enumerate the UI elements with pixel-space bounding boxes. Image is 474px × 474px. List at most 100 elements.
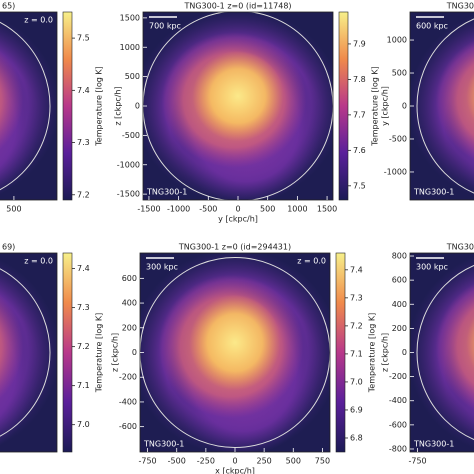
colorbar-tick-label: 7.2 (350, 321, 363, 330)
gas-core (0, 334, 1, 351)
gas-core (466, 71, 474, 121)
colorbar (335, 252, 346, 453)
y-tick-label: 0 (132, 348, 137, 357)
y-tick-label: 0 (135, 102, 140, 111)
redshift-label: z = 0.0 (24, 16, 53, 25)
panel-title: 65) (2, 2, 15, 11)
colorbar-tick-label: 7.4 (350, 265, 363, 274)
scale-bar-label: 600 kpc (416, 22, 448, 31)
colorbar-label: Temperature [log K] (95, 66, 104, 146)
map (0, 253, 57, 452)
x-tick-label: -750 (138, 457, 156, 466)
y-tick-label: -400 (389, 396, 407, 405)
colorbar-label: Temperature [log K] (95, 313, 104, 393)
panel-title: TNG300-1 z=0 (id=11748) (183, 2, 291, 11)
y-axis-label: y [ckpc/h] (381, 86, 390, 126)
x-axis-label: y [ckpc/h] (218, 215, 258, 224)
map (143, 12, 333, 200)
y-tick-label: -1000 (384, 167, 407, 176)
redshift-label: z = 0.0 (297, 257, 326, 266)
x-tick-label: 1000 (287, 205, 307, 214)
colorbar (62, 252, 73, 453)
x-tick-label: 250 (257, 457, 272, 466)
y-tick-label: 1000 (387, 36, 407, 45)
scale-bar-label: 300 kpc (416, 263, 448, 272)
y-tick-label: 600 (122, 274, 137, 283)
gas-warm (0, 293, 24, 400)
r200-circle (416, 264, 474, 441)
panel-title: 69) (2, 243, 15, 252)
gas-core (192, 50, 284, 142)
x-tick-label: 750 (315, 457, 330, 466)
simulation-label: TNG300-1 (413, 440, 454, 449)
y-tick-label: -600 (119, 422, 137, 431)
y-tick-label: 0 (402, 102, 407, 111)
gas-warm (435, 283, 474, 410)
y-tick-label: 500 (125, 72, 140, 81)
colorbar-tick-label: 7.2 (77, 342, 90, 351)
plot-frame (0, 252, 58, 453)
x-tick-label: -500 (199, 205, 217, 214)
scale-bar-label: 300 kpc (146, 263, 178, 272)
r200-circle (140, 257, 330, 448)
y-tick-label: 400 (392, 300, 407, 309)
map (140, 253, 330, 452)
panel-title: TNG300-1 z=0 (id=294431) (178, 243, 291, 252)
gas-core (0, 88, 1, 104)
y-tick-label: 200 (122, 323, 137, 332)
y-tick-label: 400 (122, 299, 137, 308)
colorbar-tick-label: 7.1 (350, 349, 363, 358)
r200-circle (0, 21, 51, 191)
y-tick-label: 200 (392, 324, 407, 333)
y-tick-label: -500 (389, 134, 407, 143)
colorbar (62, 11, 73, 201)
x-tick-label: 500 (286, 457, 301, 466)
redshift-label: z = 0.0 (24, 257, 53, 266)
colorbar-label: Temperature [log K] (368, 313, 377, 393)
y-tick-label: 500 (392, 69, 407, 78)
y-tick-label: -500 (122, 131, 140, 140)
x-tick-label: -250 (197, 457, 215, 466)
panel-title: TNG30 (446, 2, 474, 11)
simulation-label: TNG300-1 (143, 440, 184, 449)
y-axis-label: z [ckpc/h] (381, 333, 390, 372)
x-axis-label: x [ckpc/h] (215, 467, 255, 474)
x-tick-label: -1500 (137, 205, 160, 214)
x-tick-label: -750 (408, 457, 426, 466)
colorbar-tick-label: 7.5 (77, 34, 90, 43)
colorbar-tick-label: 7.3 (350, 293, 363, 302)
y-axis-label: z [ckpc/h] (111, 333, 120, 372)
simulation-label: TNG300-1 (146, 188, 187, 197)
r200-circle (0, 268, 51, 437)
y-tick-label: -1500 (117, 190, 140, 199)
x-tick-label: -1000 (167, 205, 190, 214)
colorbar-tick-label: 7.4 (77, 264, 90, 273)
gas-core (189, 294, 281, 391)
map (410, 253, 474, 452)
y-tick-label: -400 (119, 397, 137, 406)
colorbar-tick-label: 7.3 (77, 303, 90, 312)
x-tick-label: 1500 (317, 205, 337, 214)
y-tick-label: 1500 (120, 13, 140, 22)
colorbar-tick-label: 7.8 (353, 75, 366, 84)
gas-warm (0, 50, 24, 150)
simulation-label: TNG300-1 (413, 188, 454, 197)
colorbar-tick-label: 7.9 (353, 39, 366, 48)
gas-warm (435, 40, 474, 160)
scale-bar-label: 700 kpc (149, 22, 181, 31)
colorbar-tick-label: 7.0 (350, 377, 363, 386)
colorbar-tick-label: 7.6 (353, 146, 366, 155)
colorbar-tick-label: 7.0 (77, 420, 90, 429)
y-tick-label: 1000 (120, 43, 140, 52)
gas-core (466, 316, 474, 369)
y-tick-label: 600 (392, 276, 407, 285)
colorbar-label: Temperature [log K] (371, 66, 380, 146)
x-tick-label: 0 (235, 205, 240, 214)
colorbar-tick-label: 7.1 (77, 381, 90, 390)
x-tick-label: 500 (6, 205, 21, 214)
y-tick-label: -1000 (117, 160, 140, 169)
colorbar-tick-label: 7.2 (77, 190, 90, 199)
colorbar-tick-label: 7.4 (77, 86, 90, 95)
map (0, 12, 57, 200)
